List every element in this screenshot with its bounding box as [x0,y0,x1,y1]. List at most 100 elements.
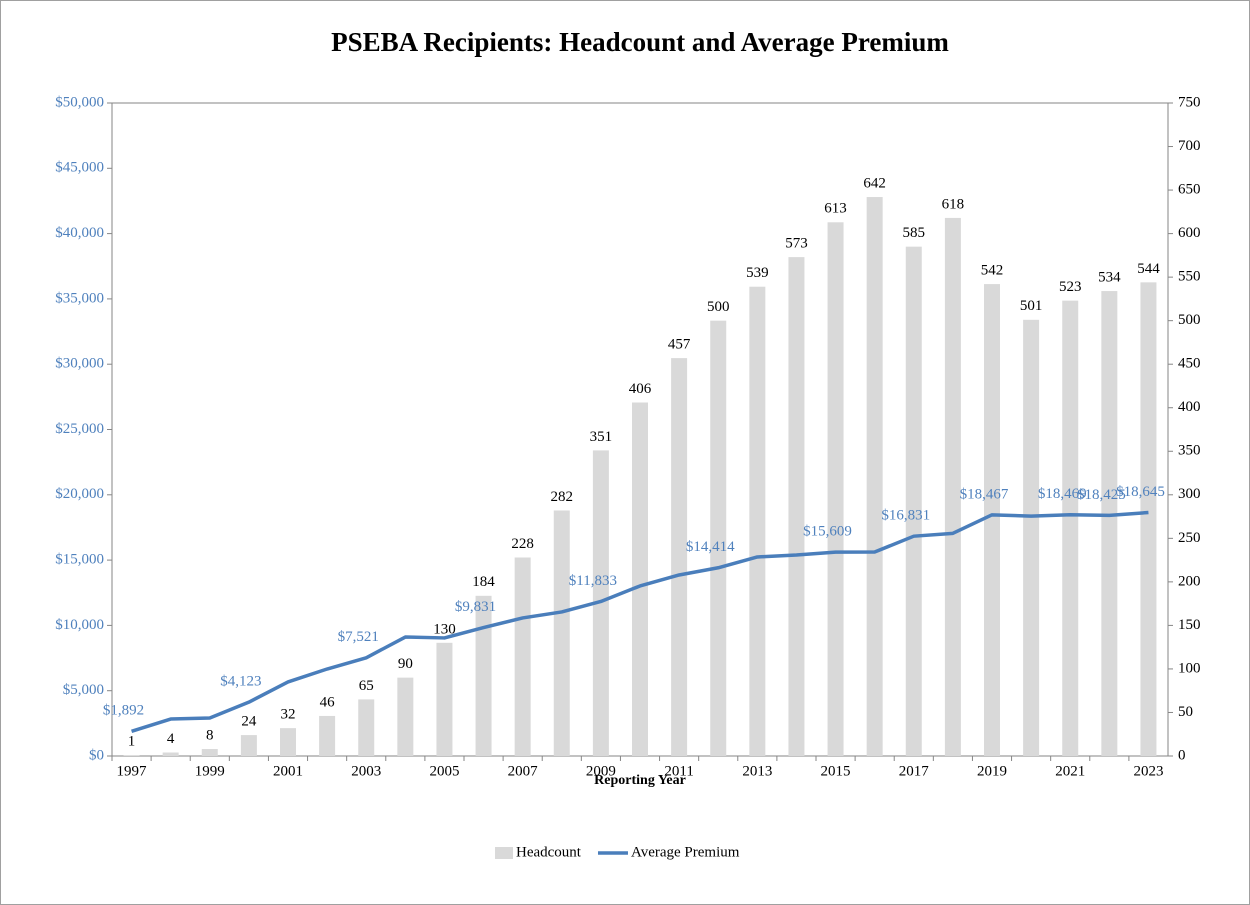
y2-tick-label: 350 [1178,443,1201,459]
line-value-label: $9,831 [455,599,496,615]
y2-tick-label: 550 [1178,269,1201,285]
bar-value-label: 1 [128,734,136,750]
x-tick-label: 2013 [742,763,772,779]
line-value-label: $1,892 [103,703,144,719]
line-value-label: $18,469 [1038,486,1087,502]
bar-value-label: 539 [746,265,769,281]
y-tick-label: $30,000 [55,356,104,372]
bar-value-label: 523 [1059,279,1082,295]
bar [1023,319,1040,756]
y-tick-label: $15,000 [55,552,104,568]
bar-value-label: 24 [241,714,257,730]
bar [358,699,375,756]
bar [240,735,257,756]
x-tick-label: 1999 [195,763,225,779]
x-tick-label: 2003 [351,763,381,779]
bar [514,557,531,756]
bar-value-label: 184 [472,574,495,590]
bar-value-label: 500 [707,299,730,315]
bar-value-label: 534 [1098,270,1121,286]
x-tick-label: 2001 [273,763,303,779]
bar-value-label: 351 [590,429,613,445]
x-tick-label: 2009 [586,763,616,779]
y2-tick-label: 200 [1178,573,1201,589]
bar [475,595,492,756]
line-value-label: $16,831 [881,508,930,524]
line-value-label: $18,467 [960,486,1009,502]
bar-value-label: 642 [863,175,886,191]
y-tick-label: $5,000 [63,682,104,698]
y-tick-label: $0 [89,747,104,763]
y2-tick-label: 450 [1178,356,1201,372]
y-tick-label: $10,000 [55,617,104,633]
line-value-label: $4,123 [220,674,261,690]
bar [866,197,883,757]
bar [1101,291,1118,756]
y-tick-label: $35,000 [55,290,104,306]
x-tick-label: 1997 [117,763,148,779]
bar [984,284,1000,756]
bar [436,642,453,756]
x-tick-label: 2005 [429,763,459,779]
bar-value-label: 585 [903,225,926,241]
bar-value-label: 406 [629,381,652,397]
bar [944,217,961,757]
y2-tick-label: 400 [1178,399,1201,415]
y-tick-label: $40,000 [55,225,104,241]
y2-tick-label: 150 [1178,617,1201,633]
bar-value-label: 613 [824,201,847,217]
y2-tick-label: 700 [1178,138,1201,154]
y2-tick-label: 600 [1178,225,1201,241]
x-tick-label: 2011 [664,763,693,779]
x-axis-title: Reporting Year [594,773,686,788]
y2-tick-label: 250 [1178,530,1201,546]
bar [280,728,296,756]
y2-tick-label: 0 [1178,747,1186,763]
bar-value-label: 46 [320,694,336,710]
bar-value-label: 228 [511,536,534,552]
bar [905,246,922,756]
legend-label: Average Premium [631,844,740,860]
bar-value-label: 90 [398,656,413,672]
y-tick-label: $25,000 [55,421,104,437]
y2-tick-label: 750 [1178,94,1201,110]
bar [201,749,218,756]
bar-value-label: 32 [281,707,296,723]
bar-value-label: 501 [1020,298,1043,314]
y2-tick-label: 100 [1178,660,1201,676]
bar-value-label: 4 [167,731,175,747]
bar-value-label: 542 [981,263,1004,279]
bar-value-label: 8 [206,727,214,743]
bar [671,358,688,756]
y2-tick-label: 500 [1178,312,1201,328]
bar [553,510,570,756]
bar [319,715,336,756]
legend-swatch [495,847,513,859]
line-value-label: $14,414 [686,539,735,555]
y-tick-label: $45,000 [55,160,104,176]
legend-label: Headcount [516,844,582,860]
bar-value-label: 544 [1137,261,1160,277]
x-tick-label: 2007 [508,763,539,779]
bar [788,257,805,756]
y2-tick-label: 650 [1178,182,1201,198]
line [131,510,1149,733]
x-tick-label: 2023 [1133,763,1163,779]
bar-value-label: 457 [668,337,691,353]
line-value-label: $18,645 [1116,484,1165,500]
bar [827,222,844,757]
bar [162,752,179,756]
bar [1062,300,1079,756]
line-value-label: $18,425 [1077,487,1126,503]
y-tick-label: $20,000 [55,486,104,502]
x-tick-label: 2019 [977,763,1007,779]
line-value-label: $11,833 [569,573,617,589]
bar [632,402,648,756]
line-value-label: $7,521 [338,629,379,645]
bar-value-label: 130 [433,621,456,637]
y-tick-label: $50,000 [55,94,104,110]
x-tick-label: 2017 [899,763,930,779]
y2-tick-label: 300 [1178,486,1201,502]
bar [397,677,414,756]
